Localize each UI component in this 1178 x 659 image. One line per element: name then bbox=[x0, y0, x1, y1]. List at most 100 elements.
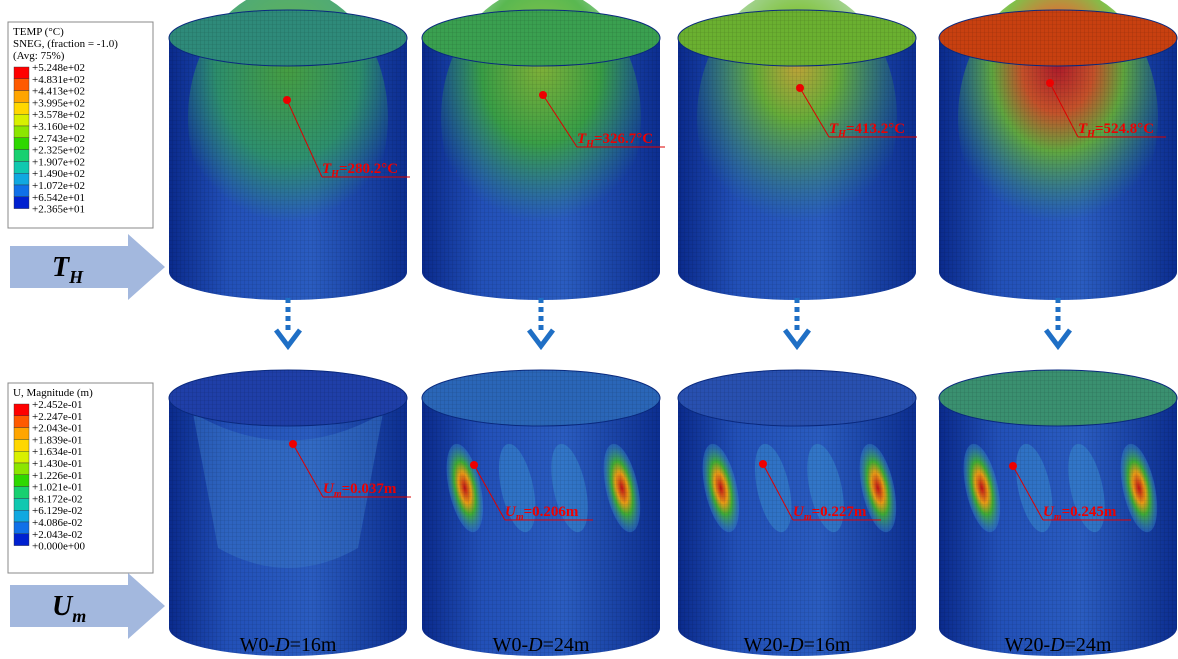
model: TH=280.2°C bbox=[169, 0, 410, 300]
probe-point bbox=[283, 96, 291, 104]
legend-swatch bbox=[14, 522, 29, 534]
legend-label: +1.430e-01 bbox=[32, 458, 83, 470]
cylinder-top-mesh bbox=[678, 10, 916, 66]
column-prefix: W0- bbox=[240, 634, 276, 656]
legend-label: +6.129e-02 bbox=[32, 505, 83, 517]
annotation-value: =413.2°C bbox=[846, 121, 905, 137]
probe-point bbox=[796, 84, 804, 92]
figure: TEMP (°C)SNEG, (fraction = -1.0)(Avg: 75… bbox=[0, 0, 1178, 659]
legend-swatch bbox=[14, 197, 29, 209]
cylinder-top-mesh bbox=[422, 10, 660, 66]
legend-swatch bbox=[14, 138, 29, 150]
annotation-value: =0.206m bbox=[524, 504, 579, 520]
legend: U, Magnitude (m)+2.452e-01+2.247e-01 +2.0… bbox=[8, 383, 153, 573]
column-italic: D bbox=[527, 634, 543, 656]
content: TEMP (°C)SNEG, (fraction = -1.0)(Avg: 75… bbox=[8, 0, 1177, 656]
column-suffix: =24m bbox=[1065, 634, 1112, 656]
legend-title: SNEG, (fraction = -1.0) bbox=[13, 38, 118, 50]
annotation-value: =524.8°C bbox=[1095, 121, 1154, 137]
legend-swatch bbox=[14, 114, 29, 126]
legend-swatch bbox=[14, 428, 29, 440]
cylinder-top-mesh bbox=[939, 10, 1177, 66]
probe-point bbox=[1046, 79, 1054, 87]
annotation-value: =0.037m bbox=[342, 481, 397, 497]
legend-label: +1.907e+02 bbox=[32, 156, 85, 168]
legend-label: +1.226e-01 bbox=[32, 470, 83, 482]
legend-swatch bbox=[14, 498, 29, 510]
legend-label: +4.413e+02 bbox=[32, 86, 85, 98]
legend-label: +6.542e+01 bbox=[32, 192, 85, 204]
mesh bbox=[678, 38, 916, 300]
column-suffix: =16m bbox=[290, 634, 337, 656]
cylinder-top-mesh bbox=[169, 10, 407, 66]
legend-label: +2.043e-02 bbox=[32, 529, 83, 541]
legend-swatch bbox=[14, 79, 29, 91]
column-italic: D bbox=[1049, 634, 1065, 656]
probe-point bbox=[1009, 462, 1017, 470]
mesh bbox=[939, 38, 1177, 300]
legend-label: +5.248e+02 bbox=[32, 62, 85, 74]
column-suffix: =16m bbox=[804, 634, 851, 656]
legend-title: U, Magnitude (m) bbox=[13, 387, 93, 399]
model: TH=326.7°C bbox=[422, 0, 665, 300]
column-italic: D bbox=[274, 634, 290, 656]
column-italic: D bbox=[788, 634, 804, 656]
legend-swatch bbox=[14, 451, 29, 463]
legend-swatch bbox=[14, 185, 29, 197]
legend-swatch bbox=[14, 173, 29, 185]
legend-label: +3.995e+02 bbox=[32, 97, 85, 109]
legend-label: +3.160e+02 bbox=[32, 121, 85, 133]
model: Um=0.245m bbox=[939, 370, 1177, 656]
column-label: W20-D=16m bbox=[744, 634, 851, 656]
column-label: W20-D=24m bbox=[1005, 634, 1112, 656]
legend-label: +1.072e+02 bbox=[32, 180, 85, 192]
legend-label: +2.452e-01 bbox=[32, 399, 83, 411]
legend-swatch bbox=[14, 510, 29, 522]
legend-label: +2.365e+01 bbox=[32, 204, 85, 216]
legend-label: +2.743e+02 bbox=[32, 133, 85, 145]
legend-title: (Avg: 75%) bbox=[13, 50, 65, 62]
legend-swatch bbox=[14, 150, 29, 162]
mesh bbox=[422, 398, 660, 656]
legend-label: +1.839e-01 bbox=[32, 434, 83, 446]
legend-swatch bbox=[14, 439, 29, 451]
annotation-value: =280.2°C bbox=[339, 161, 398, 177]
probe-point bbox=[289, 440, 297, 448]
legend: TEMP (°C)SNEG, (fraction = -1.0)(Avg: 75… bbox=[8, 22, 153, 228]
flow-arrow-head bbox=[785, 330, 809, 346]
probe-point bbox=[539, 91, 547, 99]
mesh bbox=[169, 398, 407, 656]
column-prefix: W0- bbox=[493, 634, 529, 656]
probe-point bbox=[759, 460, 767, 468]
row-symbol: U bbox=[52, 591, 74, 622]
cylinder-top-mesh bbox=[939, 370, 1177, 426]
annotation-value: =0.227m bbox=[812, 504, 867, 520]
model: TH=413.2°C bbox=[678, 0, 917, 300]
legend-label: +0.000e+00 bbox=[32, 541, 86, 553]
column-label: W0-D=24m bbox=[493, 634, 590, 656]
legend-label: +2.325e+02 bbox=[32, 145, 85, 157]
probe-point bbox=[470, 461, 478, 469]
legend-swatch bbox=[14, 102, 29, 114]
column-prefix: W20- bbox=[744, 634, 790, 656]
legend-label: +3.578e+02 bbox=[32, 109, 85, 121]
legend-label: +2.247e-01 bbox=[32, 411, 83, 423]
annotation-value: =0.245m bbox=[1062, 504, 1117, 520]
legend-swatch bbox=[14, 416, 29, 428]
flow-arrow-head bbox=[276, 330, 300, 346]
cylinder-top-mesh bbox=[422, 370, 660, 426]
legend-label: +4.086e-02 bbox=[32, 517, 83, 529]
row-arrow bbox=[10, 573, 165, 639]
column-label: W0-D=16m bbox=[240, 634, 337, 656]
legend-swatch bbox=[14, 404, 29, 416]
legend-swatch bbox=[14, 463, 29, 475]
column-suffix: =24m bbox=[543, 634, 590, 656]
legend-label: +8.172e-02 bbox=[32, 493, 83, 505]
annotation-value: =326.7°C bbox=[594, 131, 653, 147]
cylinder-top-mesh bbox=[169, 370, 407, 426]
mesh bbox=[939, 398, 1177, 656]
row-arrow bbox=[10, 234, 165, 300]
flow-arrow-head bbox=[529, 330, 553, 346]
mesh bbox=[422, 38, 660, 300]
legend-swatch bbox=[14, 67, 29, 79]
